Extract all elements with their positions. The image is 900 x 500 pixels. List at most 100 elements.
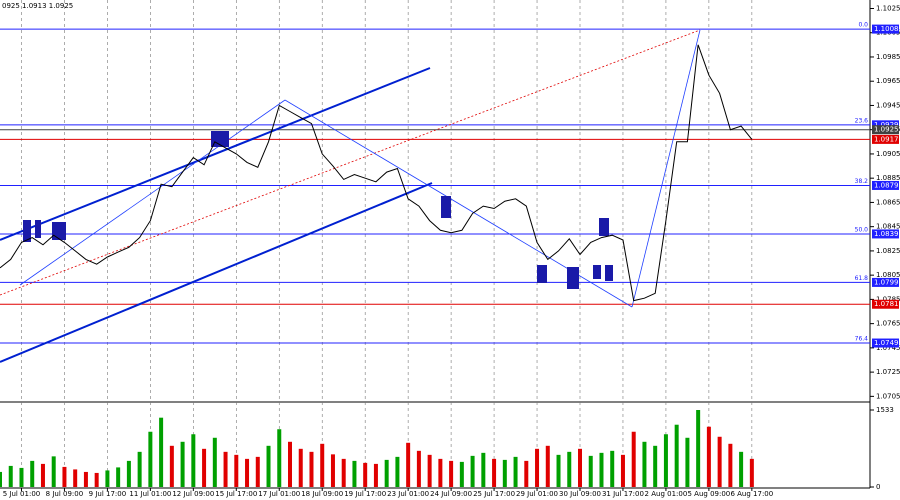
volume-bar [449, 460, 454, 487]
volume-bar [567, 451, 572, 487]
marker [23, 220, 31, 242]
x-tick-label: 2 Aug 01:00 [645, 490, 688, 498]
volume-bar [180, 441, 185, 487]
level-box [872, 120, 899, 130]
signal-markers [23, 131, 613, 289]
marker [593, 265, 601, 279]
volume-tick-label: 1533 [876, 406, 894, 414]
x-tick-label: 17 Jul 01:00 [258, 490, 300, 498]
volume-bar [277, 429, 282, 487]
level-box [872, 134, 899, 144]
fib-label: 23.6 [855, 117, 869, 124]
volume-bar [631, 431, 636, 487]
volume-bar [298, 448, 303, 487]
x-tick-label: 31 Jul 17:00 [602, 490, 644, 498]
volume-bar [706, 426, 711, 487]
volume-bar [610, 450, 615, 487]
x-tick-label: 24 Jul 09:00 [430, 490, 472, 498]
volume-bar [148, 431, 153, 487]
volume-bar [653, 445, 658, 487]
fib-baseline [0, 29, 701, 296]
volume-bar [19, 467, 24, 487]
volume-bar [126, 460, 131, 487]
level-box-label: 1.0929 [874, 121, 899, 129]
volume-bar [406, 442, 411, 487]
volume-bar [83, 471, 88, 487]
y-tick-label: 1.0745 [876, 344, 900, 352]
volume-bar [352, 460, 357, 487]
volume-bar [341, 458, 346, 487]
volume-bar [663, 434, 668, 487]
volume-bar [438, 458, 443, 487]
trend-line [19, 99, 286, 286]
volume-bar [717, 436, 722, 487]
volume-bar [94, 472, 99, 487]
x-tick-label: 9 Jul 17:00 [89, 490, 127, 498]
fib-label: 76.4 [855, 336, 869, 343]
volume-bar [384, 459, 389, 487]
volume-bar [40, 463, 45, 487]
volume-bar [8, 465, 13, 487]
y-tick-label: 1.0725 [876, 368, 900, 376]
volume-bar [513, 456, 518, 487]
x-tick-label: 18 Jul 09:00 [301, 490, 343, 498]
marker [35, 220, 41, 238]
marker [441, 196, 451, 218]
y-tick-label: 1.0945 [876, 101, 900, 109]
volume-bar [330, 454, 335, 487]
drawings [0, 29, 701, 363]
volume-bar [159, 417, 164, 487]
volume-bar [309, 451, 314, 487]
volume-bar [202, 448, 207, 487]
y-tick-label: 1.1025 [876, 4, 900, 12]
volume-bar [363, 462, 368, 487]
volume-bar [245, 458, 250, 487]
y-tick-label: 1.0705 [876, 392, 900, 400]
volume-bar [642, 441, 647, 487]
fib-label: 61.8 [855, 275, 869, 282]
volume-bar [373, 463, 378, 487]
volume-bar [481, 452, 486, 487]
fib-label: 38.2 [855, 178, 869, 185]
y-tick-label: 1.0825 [876, 247, 900, 255]
volume-bar [137, 451, 142, 487]
volume-bar [191, 434, 196, 487]
volume-bar [749, 458, 754, 487]
level-box-label: 1.0925 [874, 126, 899, 134]
volume-bar [588, 455, 593, 487]
volume-bar [395, 456, 400, 487]
volume-bar [459, 461, 464, 487]
y-tick-label: 1.0965 [876, 77, 900, 85]
volume-bar [266, 445, 271, 487]
volume-bar [685, 437, 690, 487]
volume-bar [223, 451, 228, 487]
volume-bar [535, 448, 540, 487]
y-tick-label: 1.0845 [876, 223, 900, 231]
volume-tick-label: 0 [876, 483, 880, 491]
marker [567, 267, 579, 289]
x-tick-label: 29 Jul 01:00 [516, 490, 558, 498]
level-box [872, 299, 899, 309]
marker [211, 131, 229, 147]
y-tick-label: 1.0785 [876, 295, 900, 303]
volume-bar [255, 456, 260, 487]
volume-bar [620, 454, 625, 487]
channel-upper [0, 67, 431, 241]
volume-bar [470, 455, 475, 487]
volume-bar [169, 445, 174, 487]
volume-bar [524, 460, 529, 487]
x-tick-label: 19 Jul 17:00 [344, 490, 386, 498]
y-tick-label: 1.0805 [876, 271, 900, 279]
level-box-label: 1.0839 [874, 230, 899, 238]
y-tick-label: 1.0865 [876, 198, 900, 206]
level-box [872, 338, 899, 348]
volume-bar [696, 410, 701, 487]
volume-bar [73, 469, 78, 487]
level-box-label: 1.0879 [874, 181, 899, 189]
y-tick-label: 1.0905 [876, 150, 900, 158]
marker [599, 218, 609, 236]
level-box [872, 125, 899, 135]
volume-bar [739, 451, 744, 487]
x-tick-label: 6 Aug 17:00 [730, 490, 773, 498]
